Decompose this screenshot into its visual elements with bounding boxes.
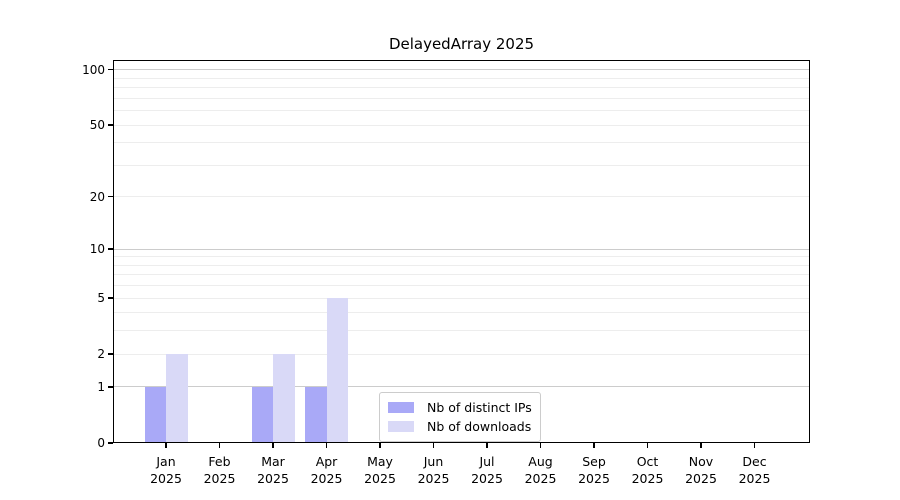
- x-tick-year: 2025: [150, 471, 182, 486]
- x-tick-label: May 2025: [348, 453, 412, 487]
- x-tick-mark: [379, 443, 381, 448]
- x-tick-mark: [700, 443, 702, 448]
- bar-ips-mar: [251, 386, 273, 443]
- x-tick-year: 2025: [203, 471, 236, 486]
- x-tick-year: 2025: [257, 471, 289, 486]
- x-tick-month: Feb: [208, 454, 231, 469]
- gridline-minor: [113, 77, 810, 79]
- gridline-minor: [113, 285, 810, 287]
- x-tick-month: May: [367, 454, 393, 469]
- x-tick-month: Jul: [479, 454, 495, 469]
- y-tick-label: 2: [97, 347, 105, 362]
- gridline-minor: [113, 274, 810, 276]
- x-tick-label: Apr 2025: [295, 453, 359, 487]
- x-tick-month: Dec: [742, 454, 767, 469]
- bar-downloads-mar: [273, 354, 295, 443]
- y-tick-mark: [108, 353, 113, 355]
- x-tick-mark: [486, 443, 488, 448]
- y-tick-mark: [108, 196, 113, 198]
- chart-title: DelayedArray 2025: [388, 35, 535, 53]
- gridline-minor: [113, 312, 810, 314]
- gridline-minor: [113, 164, 810, 166]
- x-tick-label: Oct 2025: [616, 453, 680, 487]
- gridline-minor: [113, 87, 810, 89]
- x-tick-year: 2025: [685, 471, 717, 486]
- x-tick-mark: [325, 443, 328, 448]
- x-tick-year: 2025: [471, 471, 503, 486]
- x-tick-month: Aug: [528, 454, 553, 469]
- bar-ips-apr: [305, 386, 327, 443]
- x-tick-label: Dec 2025: [723, 453, 787, 487]
- y-tick-label: 100: [82, 62, 105, 77]
- gridline-minor: [113, 297, 810, 299]
- x-tick-month: Sep: [582, 454, 606, 469]
- y-tick-mark: [108, 124, 113, 126]
- legend-label: Nb of distinct IPs: [427, 400, 532, 415]
- plot-area: [108, 60, 810, 448]
- legend: Nb of distinct IPs Nb of downloads: [379, 392, 541, 442]
- x-tick-year: 2025: [310, 471, 343, 486]
- x-tick-label: Jun 2025: [402, 453, 466, 487]
- x-tick-year: 2025: [417, 471, 450, 486]
- legend-swatch: [388, 402, 414, 413]
- gridline-major: [113, 69, 810, 71]
- y-tick-label: 20: [89, 189, 105, 204]
- x-tick-month: Nov: [688, 454, 714, 469]
- gridline-minor: [113, 353, 810, 355]
- gridline-minor: [113, 330, 810, 332]
- gridline-minor: [113, 256, 810, 258]
- x-tick-mark: [539, 443, 542, 448]
- bar-ips-jan: [144, 386, 166, 443]
- x-tick-mark: [218, 443, 221, 448]
- legend-item: Nb of distinct IPs: [388, 398, 532, 417]
- gridline-minor: [113, 196, 810, 198]
- bar-downloads-jan: [166, 354, 188, 443]
- x-tick-mark: [272, 443, 274, 448]
- gridline-minor: [113, 110, 810, 112]
- x-tick-year: 2025: [631, 471, 664, 486]
- gridline-major: [113, 248, 810, 250]
- x-tick-month: Jan: [156, 454, 176, 469]
- legend-swatch: [388, 421, 414, 432]
- x-tick-month: Oct: [636, 454, 659, 469]
- gridline-major: [113, 386, 810, 388]
- x-tick-mark: [753, 443, 756, 448]
- gridline-minor: [113, 97, 810, 99]
- y-tick-mark: [108, 248, 113, 250]
- y-tick-mark: [108, 69, 113, 71]
- y-tick-label: 10: [89, 242, 105, 257]
- x-tick-year: 2025: [738, 471, 771, 486]
- legend-item: Nb of downloads: [388, 417, 532, 436]
- x-tick-month: Jun: [423, 454, 444, 469]
- x-tick-year: 2025: [364, 471, 396, 486]
- x-tick-mark: [165, 443, 167, 448]
- x-tick-year: 2025: [578, 471, 610, 486]
- x-tick-label: Jul 2025: [455, 453, 519, 487]
- x-tick-month: Apr: [315, 454, 338, 469]
- bar-downloads-apr: [326, 298, 348, 443]
- y-tick-label: 1: [97, 379, 105, 394]
- x-tick-mark: [432, 443, 435, 448]
- y-tick-label: 0: [97, 436, 105, 450]
- x-tick-mark: [646, 443, 649, 448]
- y-tick-mark: [108, 386, 113, 388]
- y-tick-label: 5: [97, 291, 105, 306]
- x-tick-mark: [593, 443, 595, 448]
- y-tick-mark: [108, 297, 113, 299]
- x-tick-label: Mar 2025: [241, 453, 305, 487]
- y-tick-label: 50: [89, 118, 105, 133]
- x-tick-month: Mar: [261, 454, 285, 469]
- x-tick-year: 2025: [524, 471, 557, 486]
- gridline-minor: [113, 264, 810, 266]
- y-tick-mark: [108, 442, 113, 444]
- legend-label: Nb of downloads: [427, 419, 532, 434]
- x-tick-label: Jan 2025: [134, 453, 198, 487]
- x-tick-label: Sep 2025: [562, 453, 626, 487]
- gridline-minor: [113, 142, 810, 144]
- x-tick-label: Aug 2025: [509, 453, 573, 487]
- x-tick-label: Nov 2025: [669, 453, 733, 487]
- x-tick-label: Feb 2025: [188, 453, 252, 487]
- gridline-minor: [113, 124, 810, 126]
